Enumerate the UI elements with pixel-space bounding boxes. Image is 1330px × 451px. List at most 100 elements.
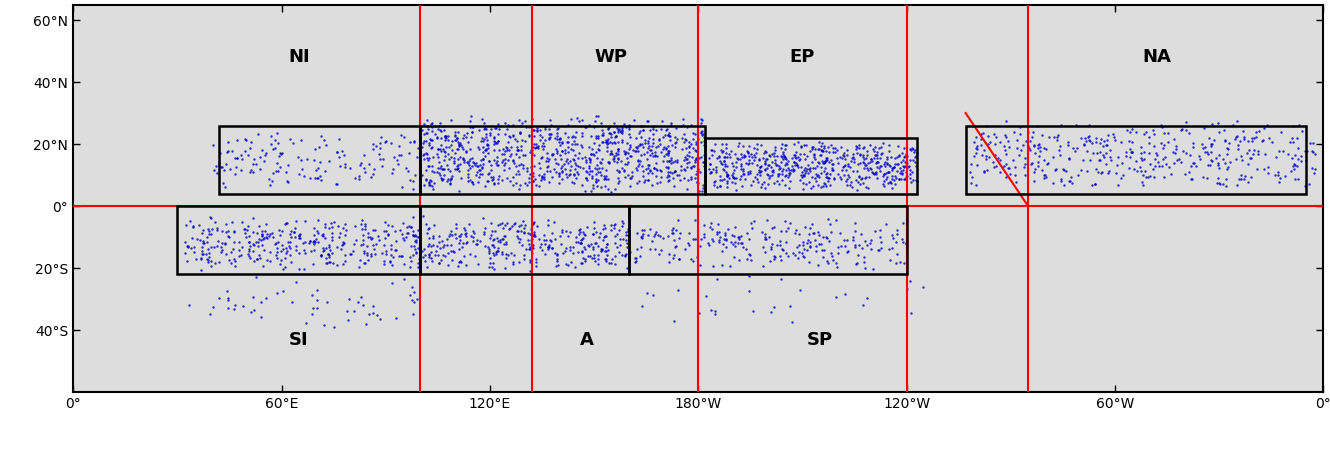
Point	[637, 176, 658, 184]
Point	[685, 140, 706, 147]
Point	[887, 226, 908, 234]
Point	[313, 230, 334, 237]
Point	[758, 152, 779, 159]
Point	[620, 133, 641, 140]
Point	[1011, 146, 1032, 153]
Point	[327, 223, 348, 230]
Point	[676, 144, 697, 152]
Point	[460, 233, 481, 240]
Point	[517, 230, 539, 237]
Point	[762, 168, 783, 175]
Point	[1233, 175, 1254, 183]
Point	[732, 244, 753, 251]
Point	[606, 149, 628, 156]
Point	[473, 214, 495, 221]
Point	[507, 228, 528, 235]
Point	[898, 162, 919, 169]
Point	[853, 152, 874, 159]
Point	[198, 227, 219, 235]
Point	[581, 167, 602, 174]
Point	[523, 228, 544, 235]
Point	[591, 155, 612, 162]
Point	[354, 222, 375, 230]
Point	[1165, 143, 1186, 150]
Point	[970, 141, 991, 148]
Point	[391, 131, 412, 138]
Point	[637, 145, 658, 152]
Point	[517, 237, 539, 244]
Point	[519, 148, 540, 156]
Point	[1130, 143, 1152, 151]
Point	[617, 227, 638, 234]
Point	[336, 308, 358, 315]
Point	[583, 151, 604, 158]
Point	[447, 135, 468, 142]
Point	[730, 173, 751, 180]
Point	[757, 217, 778, 224]
Point	[571, 240, 592, 247]
Point	[738, 161, 759, 168]
Point	[868, 144, 890, 151]
Point	[638, 177, 660, 184]
Point	[904, 163, 926, 170]
Point	[714, 230, 735, 237]
Point	[754, 166, 775, 174]
Point	[467, 169, 488, 176]
Point	[211, 164, 233, 171]
Point	[520, 236, 541, 244]
Point	[595, 247, 616, 254]
Point	[1079, 132, 1100, 139]
Point	[503, 261, 524, 268]
Point	[765, 253, 786, 261]
Point	[1181, 175, 1202, 183]
Point	[436, 177, 458, 184]
Point	[469, 166, 491, 174]
Point	[428, 123, 450, 130]
Point	[467, 163, 488, 170]
Point	[778, 169, 799, 176]
Point	[688, 123, 709, 130]
Point	[636, 148, 657, 156]
Point	[290, 230, 311, 237]
Point	[215, 161, 237, 168]
Point	[761, 309, 782, 316]
Point	[557, 148, 579, 156]
Point	[904, 153, 926, 161]
Point	[267, 167, 289, 175]
Point	[219, 249, 241, 256]
Point	[200, 262, 221, 270]
Point	[493, 150, 515, 157]
Point	[714, 162, 735, 170]
Point	[509, 170, 531, 177]
Point	[503, 132, 524, 139]
Point	[555, 166, 576, 173]
Point	[495, 147, 516, 155]
Point	[406, 249, 427, 257]
Point	[724, 167, 745, 174]
Point	[595, 176, 616, 183]
Point	[584, 258, 605, 265]
Point	[287, 154, 309, 161]
Point	[476, 133, 497, 141]
Point	[237, 222, 258, 230]
Point	[811, 247, 833, 254]
Point	[690, 235, 712, 243]
Point	[359, 311, 380, 318]
Point	[261, 141, 282, 148]
Point	[475, 183, 496, 190]
Point	[983, 164, 1004, 171]
Point	[527, 124, 548, 131]
Point	[259, 230, 281, 238]
Point	[585, 175, 606, 183]
Point	[463, 230, 484, 237]
Point	[597, 141, 618, 148]
Point	[303, 231, 325, 238]
Point	[1261, 138, 1282, 146]
Point	[743, 156, 765, 164]
Point	[496, 220, 517, 227]
Point	[799, 243, 821, 250]
Point	[738, 152, 759, 160]
Point	[1298, 180, 1319, 188]
Point	[602, 155, 624, 162]
Point	[524, 176, 545, 183]
